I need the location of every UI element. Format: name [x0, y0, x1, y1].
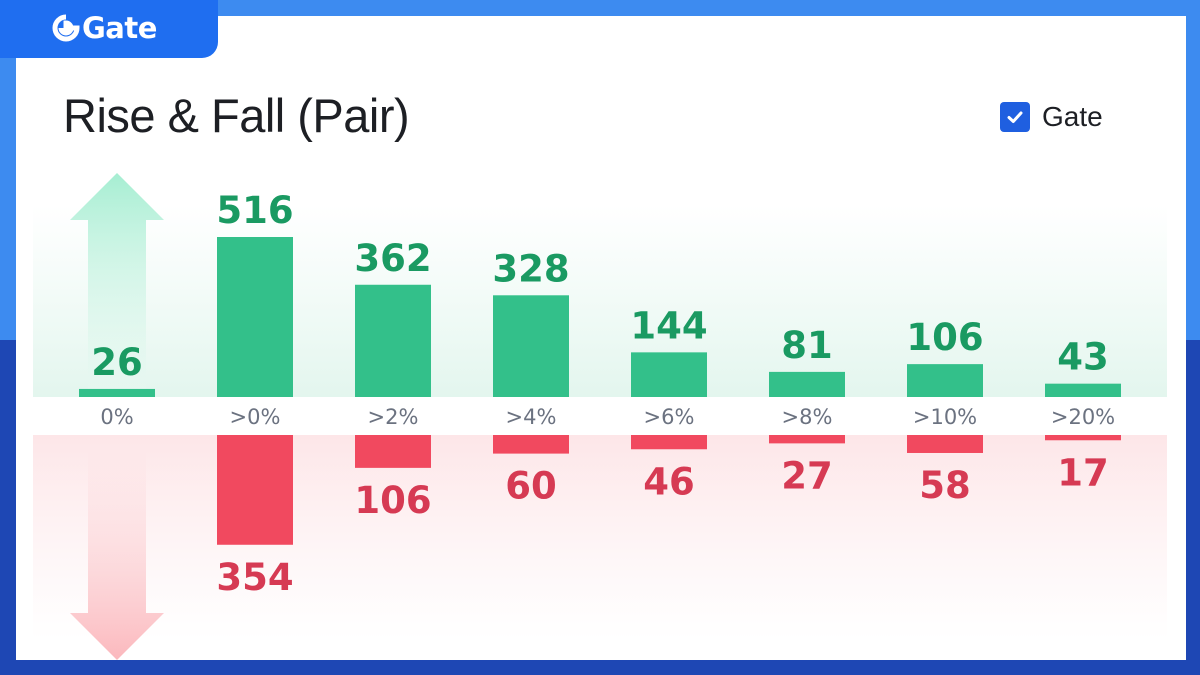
fall-bar [907, 435, 983, 453]
fall-bar [355, 435, 431, 468]
rise-bar [79, 388, 155, 397]
legend-checkbox[interactable] [1000, 102, 1030, 132]
x-tick-label: >6% [644, 405, 695, 429]
x-tick-label: >10% [913, 405, 977, 429]
rise-value-label: 362 [354, 237, 431, 280]
rise-bar [355, 284, 431, 397]
checkmark-icon [1007, 111, 1023, 123]
fall-bar [217, 435, 293, 545]
fall-bar [493, 435, 569, 454]
rise-band [33, 205, 1167, 397]
rise-bar [631, 352, 707, 397]
legend[interactable]: Gate [1000, 101, 1103, 133]
rise-value-label: 328 [492, 247, 569, 290]
fall-value-label: 354 [216, 556, 293, 599]
fall-bar [631, 435, 707, 450]
brand-name: Gate [82, 11, 157, 45]
down-arrow-icon [70, 445, 164, 660]
x-tick-label: 0% [100, 405, 133, 429]
up-arrow-icon [70, 173, 164, 390]
fall-value-label: 106 [354, 479, 431, 522]
brand-logo: Gate [52, 8, 157, 48]
rise-bar [1045, 383, 1121, 397]
rise-value-label: 144 [630, 304, 707, 347]
rise-value-label: 81 [781, 324, 833, 367]
rise-bar [907, 364, 983, 397]
x-tick-label: >0% [230, 405, 281, 429]
rise-value-label: 516 [216, 189, 293, 232]
page-title: Rise & Fall (Pair) [63, 89, 410, 142]
fall-bar [1045, 435, 1121, 441]
fall-value-label: 60 [505, 465, 557, 508]
x-ticks-group: 0% >0% >2% >4% >6% >8% >10% >20% [100, 405, 1115, 429]
fall-band [33, 435, 1167, 640]
fall-bar [769, 435, 845, 444]
rise-bar [493, 295, 569, 397]
x-tick-label: >20% [1051, 405, 1115, 429]
rise-bar [769, 371, 845, 397]
gate-logo-icon [52, 14, 80, 42]
legend-label: Gate [1042, 101, 1103, 132]
x-tick-label: >2% [368, 405, 419, 429]
fall-value-label: 58 [919, 464, 971, 507]
rise-value-label: 106 [906, 316, 983, 359]
fall-value-label: 46 [643, 460, 695, 503]
rise-bar [217, 237, 293, 397]
data-labels-group: 26 516 354 362 106 328 60 144 46 81 27 106 58 43 17 [91, 189, 1109, 599]
fall-value-label: 27 [781, 454, 833, 497]
bars-group [79, 237, 1121, 545]
logo-tab: Gate [0, 0, 218, 58]
rise-value-label: 43 [1057, 336, 1109, 379]
fall-value-label: 17 [1057, 451, 1109, 494]
x-tick-label: >4% [506, 405, 557, 429]
x-tick-label: >8% [782, 405, 833, 429]
rise-value-label: 26 [91, 341, 143, 384]
